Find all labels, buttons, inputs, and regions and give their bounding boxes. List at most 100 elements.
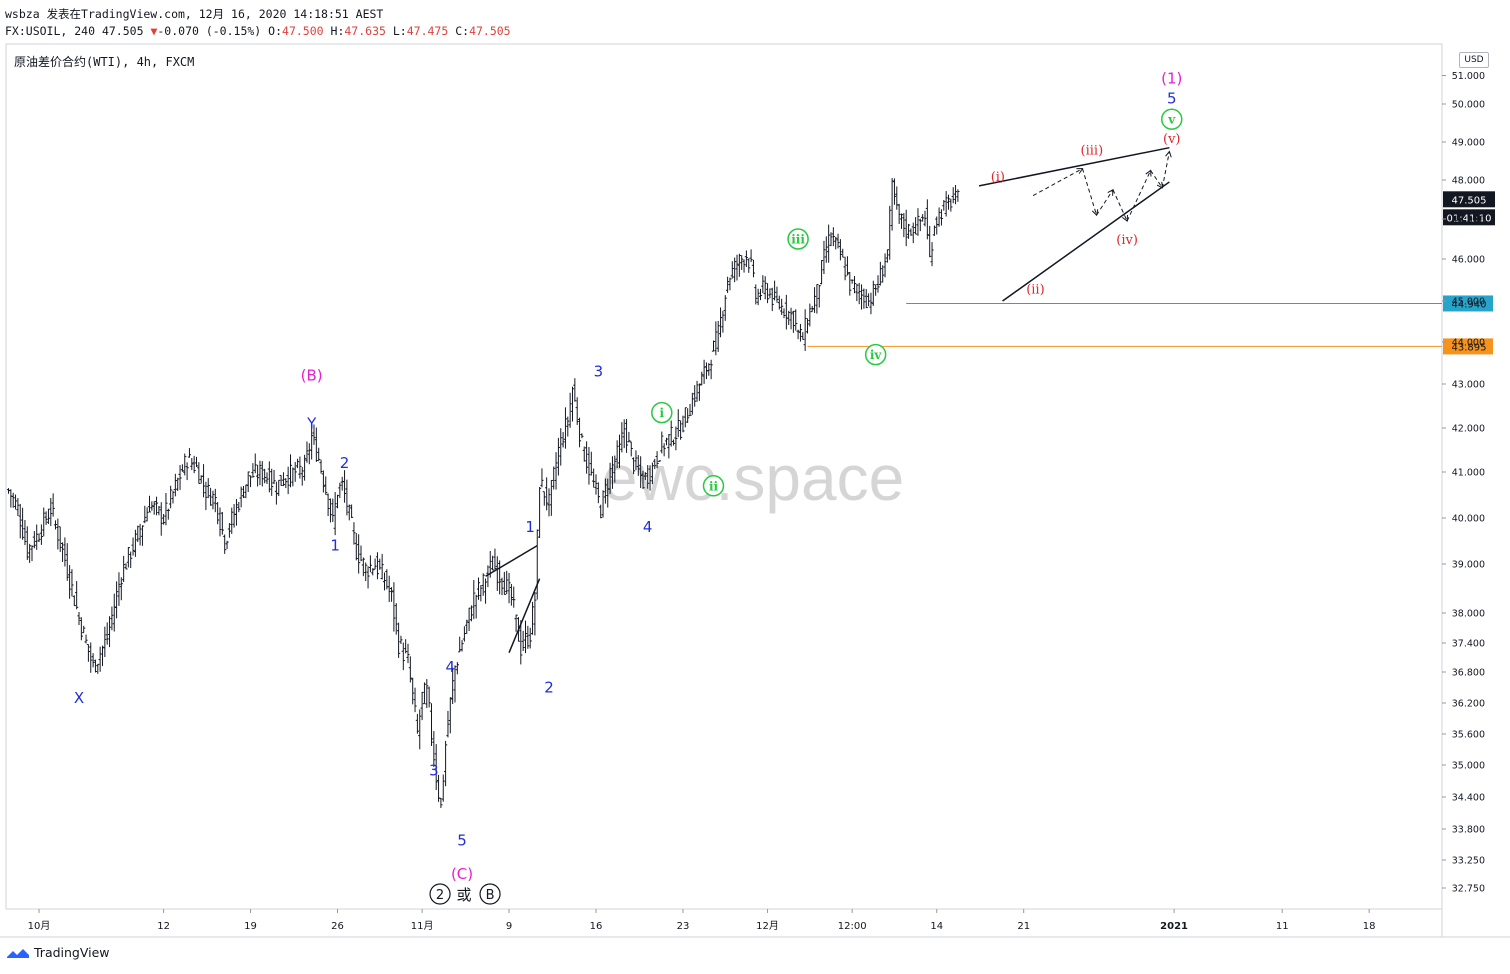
currency-button[interactable]: USD [1459,52,1489,68]
candle-bar [622,419,626,449]
candle-bar [326,493,330,517]
candle-bar [758,288,763,301]
candle-bar [845,256,850,276]
candle-bar [507,572,511,604]
candle-bar [378,558,382,570]
candle-bar [836,233,840,249]
wave-label[interactable]: iv [870,348,883,362]
tradingview-logo[interactable]: TradingView [6,945,110,960]
candle-bar [218,507,222,537]
candle-bar [479,585,483,602]
candle-bar [162,513,166,525]
candle-bar [211,490,215,510]
candle-bar [852,276,857,294]
trendline[interactable] [508,578,541,653]
wave-label[interactable]: (v) [1163,132,1181,147]
candle-bar [575,397,579,425]
candle-bar [512,586,516,608]
x-tick-label: 16 [590,921,603,932]
candle-bar [876,275,880,293]
wave-label[interactable]: (1) [1161,69,1182,87]
candle-bar [293,461,297,482]
wave-label[interactable]: 5 [457,831,467,849]
wave-label[interactable]: X [74,689,84,707]
candle-bar [42,507,46,537]
symbol-title[interactable]: 原油差价合约(WTI), 4h, FXCM [14,55,195,69]
wave-label[interactable]: 4 [446,658,456,676]
wave-label[interactable]: 5 [1167,89,1177,107]
wave-label[interactable]: v [1167,113,1176,127]
bottom-wave-label[interactable]: B [486,888,495,903]
candle-bar [277,479,281,497]
candle-bar [335,494,340,509]
wave-label[interactable]: 1 [330,537,340,555]
wave-label[interactable]: i [660,406,665,420]
wave-label[interactable]: (C) [451,865,473,883]
candle-bar [86,643,90,662]
wave-label[interactable]: Y [306,415,317,433]
wave-label[interactable]: 4 [643,518,653,536]
wave-label[interactable]: (B) [301,367,323,385]
wave-label[interactable]: (iii) [1081,144,1104,159]
candle-bar [775,286,779,303]
candle-bar [319,459,323,474]
candle-bar [653,458,657,470]
projection-arrowhead [1165,150,1172,158]
y-tick-label: 47.000 [1452,215,1485,226]
wave-label[interactable]: (ii) [1026,282,1044,297]
candle-bar [115,581,119,619]
candle-bar [801,332,805,340]
wave-label[interactable]: (i) [991,170,1005,185]
candle-bar [446,710,450,738]
candle-bar [404,639,408,654]
wave-label[interactable]: 3 [429,761,439,779]
candle-bar [291,467,295,487]
candle-bar [129,551,133,569]
wave-label[interactable]: (iv) [1116,233,1138,248]
candle-bar [822,240,826,275]
wave-label[interactable]: 2 [340,454,350,472]
candle-bar [627,431,631,443]
candle-bar [855,283,859,302]
candle-bar [768,288,772,299]
candle-bar [770,287,774,312]
candle-bar [646,465,650,489]
candle-bar [368,555,372,573]
y-tick-label: 45.000 [1452,297,1485,308]
candle-bar [549,479,553,516]
wave-label[interactable]: 2 [544,679,554,697]
y-tick-label: 39.000 [1452,560,1485,571]
author-name[interactable]: wsbza [5,7,40,21]
candle-bar [526,625,530,649]
trendline[interactable] [1002,181,1170,302]
wave-label[interactable]: 3 [594,362,604,380]
candle-bar [723,295,727,321]
candle-bar [787,310,791,326]
candle-bar [803,309,807,351]
wave-label[interactable]: ii [709,479,719,493]
candle-bar [871,280,875,306]
candle-bar [483,578,488,604]
candle-bar [394,603,398,635]
candle-bar [834,236,838,250]
candle-bar [881,265,885,283]
trendline[interactable] [978,146,1170,187]
candle-bar [258,460,262,486]
candle-bar [559,428,563,466]
wave-label[interactable]: iii [791,233,805,247]
candle-bar [608,462,612,494]
candle-bar [209,487,213,506]
candle-bar [307,443,311,465]
candle-bar [251,463,255,478]
bottom-wave-label[interactable]: 2 [436,888,444,903]
candle-bar [411,677,415,705]
candle-bar [892,178,897,205]
candle-bar [244,484,248,499]
candle-bar [765,283,770,304]
y-tick-label: 32.750 [1452,884,1485,895]
candle-bar [742,259,746,273]
candle-bar [733,257,737,283]
trendline[interactable] [485,544,538,577]
wave-label[interactable]: 1 [525,518,535,536]
